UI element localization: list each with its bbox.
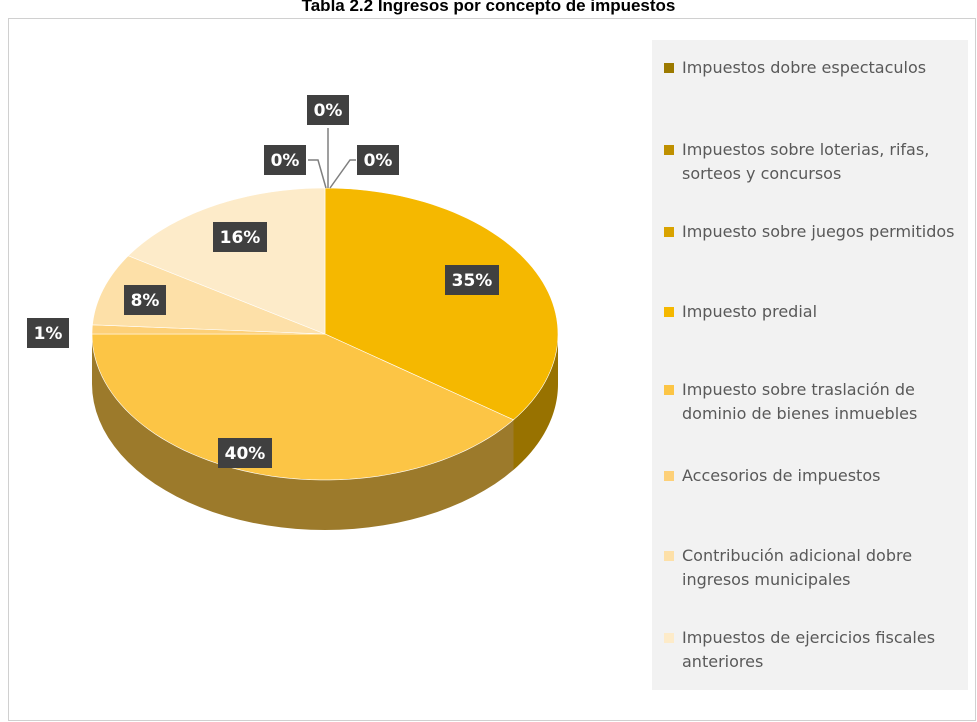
chart-frame (8, 18, 976, 721)
data-label-box (357, 145, 399, 175)
data-label: 40% (225, 444, 266, 464)
legend-swatch (664, 551, 674, 561)
data-label: 0% (364, 151, 393, 171)
slice-side (92, 334, 514, 530)
leader-line (329, 159, 356, 189)
data-label-box (27, 318, 69, 348)
legend-label: Impuesto sobre traslación de dominio de … (682, 380, 918, 423)
slice (324, 187, 559, 421)
legend-swatch (664, 471, 674, 481)
data-label-box (264, 145, 306, 175)
legend-label: Impuesto sobre juegos permitidos (682, 222, 955, 241)
data-label-box (218, 438, 272, 468)
data-label: 35% (452, 271, 493, 291)
legend-label: Impuestos de ejercicios fiscales anterio… (682, 628, 936, 671)
legend-item: Impuesto sobre juegos permitidos (664, 220, 977, 244)
legend-item: Impuestos dobre espectaculos (664, 56, 977, 80)
legend-label: Impuesto predial (682, 302, 818, 321)
data-label-box (124, 285, 166, 315)
legend-label: Contribución adicional dobre ingresos mu… (682, 546, 913, 589)
legend-item: Impuesto sobre traslación de dominio de … (664, 378, 977, 426)
legend-swatch (664, 307, 674, 317)
legend-swatch (664, 227, 674, 237)
chart-title: Tabla 2.2 Ingresos por concepto de impue… (301, 0, 676, 15)
data-label-box (213, 222, 267, 252)
slice (127, 187, 326, 335)
legend-swatch (664, 63, 674, 73)
legend-label: Impuestos sobre loterias, rifas, sorteos… (682, 140, 930, 183)
legend-item: Impuesto predial (664, 300, 977, 324)
legend: Impuestos dobre espectaculos Impuestos so… (652, 40, 968, 690)
data-label: 16% (220, 228, 261, 248)
legend-item: Impuestos de ejercicios fiscales anterio… (664, 626, 977, 674)
legend-swatch (664, 633, 674, 643)
legend-label: Accesorios de impuestos (682, 466, 881, 485)
data-label: 1% (34, 324, 63, 344)
slice-side (513, 334, 558, 470)
legend-item: Impuestos sobre loterias, rifas, sorteos… (664, 138, 977, 186)
leader-line (308, 159, 327, 189)
legend-item: Contribución adicional dobre ingresos mu… (664, 544, 977, 592)
slice (91, 333, 515, 481)
data-label: 0% (271, 151, 300, 171)
data-label: 8% (131, 291, 160, 311)
data-label-box (307, 95, 349, 125)
data-label: 0% (314, 101, 343, 121)
legend-item: Accesorios de impuestos (664, 464, 977, 488)
legend-label: Impuestos dobre espectaculos (682, 58, 927, 77)
legend-swatch (664, 385, 674, 395)
data-label-box (445, 265, 499, 295)
legend-swatch (664, 145, 674, 155)
